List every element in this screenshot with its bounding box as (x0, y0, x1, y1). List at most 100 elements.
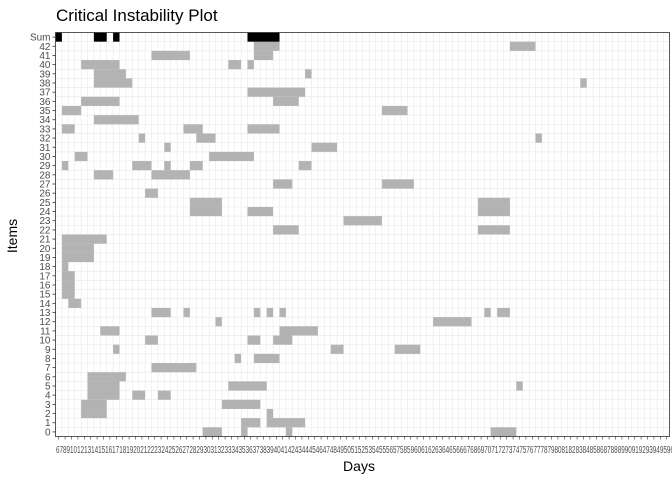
unstable-cell (381, 105, 408, 116)
unstable-cell (100, 326, 120, 336)
unstable-cell (87, 381, 120, 391)
unstable-cell (93, 115, 139, 125)
unstable-cell (253, 41, 280, 51)
sum-cell (93, 32, 107, 42)
unstable-cell (93, 78, 133, 88)
unstable-cell (298, 161, 312, 171)
unstable-cell (381, 179, 414, 189)
unstable-cell (93, 170, 114, 180)
unstable-cell (279, 307, 286, 318)
unstable-cell (74, 151, 88, 162)
unstable-cell (209, 151, 254, 162)
unstable-cell (266, 408, 274, 419)
unstable-cell (305, 69, 312, 79)
unstable-cell (68, 298, 82, 308)
unstable-cell (253, 353, 280, 364)
y-tick-label: Sum (30, 33, 51, 44)
unstable-cell (247, 60, 254, 70)
unstable-cell (477, 225, 510, 235)
unstable-cell (61, 243, 94, 253)
unstable-cell (484, 307, 491, 318)
y-tick-label: 0 (45, 427, 51, 438)
unstable-cell (81, 96, 120, 106)
y-tick-label: 14 (39, 299, 51, 310)
y-tick-label: 6 (45, 372, 51, 383)
unstable-cell (343, 216, 382, 226)
unstable-cell (253, 307, 261, 318)
unstable-cell (580, 78, 587, 88)
y-tick-label: 18 (39, 262, 51, 273)
unstable-cell (93, 69, 126, 79)
unstable-cell (228, 381, 267, 391)
unstable-cell (132, 390, 146, 400)
unstable-cell (151, 307, 171, 318)
unstable-cell (61, 289, 75, 299)
unstable-cell (311, 142, 338, 152)
y-axis-ticks: 0123456789101112131415161718192021222324… (30, 33, 668, 440)
cell-layer (55, 32, 587, 437)
chart-title: Critical Instability Plot (56, 6, 218, 25)
unstable-cell (273, 179, 293, 189)
unstable-cell (164, 142, 171, 152)
unstable-cell (221, 399, 261, 409)
unstable-cell (132, 161, 152, 171)
y-tick-label: 39 (39, 69, 51, 80)
y-tick-label: 32 (39, 134, 51, 145)
unstable-cell (145, 188, 158, 198)
unstable-cell (247, 124, 280, 134)
y-tick-label: 40 (39, 60, 51, 71)
x-axis-label: Days (343, 458, 375, 474)
unstable-cell (81, 60, 120, 70)
unstable-cell (535, 133, 542, 143)
unstable-cell (266, 307, 274, 318)
y-tick-label: 8 (45, 354, 51, 365)
unstable-cell (285, 427, 293, 437)
sum-cell (55, 32, 62, 42)
unstable-cell (241, 427, 248, 437)
unstable-cell (394, 344, 421, 354)
y-tick-label: 20 (39, 244, 51, 255)
y-tick-label: 42 (39, 42, 51, 53)
y-tick-label: 5 (45, 382, 51, 393)
unstable-cell (279, 326, 318, 336)
y-tick-label: 38 (39, 79, 51, 90)
unstable-cell (87, 372, 126, 382)
unstable-cell (202, 427, 222, 437)
unstable-cell (228, 60, 242, 70)
unstable-cell (151, 363, 197, 373)
unstable-cell (266, 418, 306, 428)
unstable-cell (241, 418, 261, 428)
y-tick-label: 33 (39, 124, 51, 135)
unstable-cell (61, 252, 94, 263)
unstable-cell (145, 335, 158, 345)
unstable-cell (164, 161, 171, 171)
unstable-cell (113, 344, 120, 354)
unstable-cell (477, 197, 510, 207)
y-tick-label: 13 (39, 308, 51, 319)
unstable-cell (183, 307, 190, 318)
unstable-cell (61, 124, 75, 134)
y-tick-label: 16 (39, 281, 51, 292)
unstable-cell (157, 390, 171, 400)
y-tick-label: 24 (39, 207, 51, 218)
y-tick-label: 3 (45, 400, 51, 411)
unstable-cell (61, 262, 69, 272)
y-tick-label: 1 (45, 418, 51, 429)
unstable-cell (196, 133, 216, 143)
y-tick-label: 34 (39, 115, 51, 126)
unstable-cell (273, 96, 299, 106)
unstable-cell (215, 317, 222, 327)
y-tick-label: 29 (39, 161, 51, 172)
y-tick-label: 36 (39, 97, 51, 108)
y-axis-label: Items (4, 219, 20, 253)
unstable-cell (61, 280, 75, 290)
y-tick-label: 9 (45, 345, 51, 356)
sum-cell (247, 32, 280, 42)
y-tick-label: 22 (39, 225, 51, 236)
unstable-cell (81, 399, 107, 409)
unstable-cell (247, 87, 306, 97)
x-tick-labels: 6789101213141516171819202122232425262728… (56, 445, 672, 456)
unstable-cell (81, 408, 107, 419)
unstable-cell (273, 335, 293, 345)
